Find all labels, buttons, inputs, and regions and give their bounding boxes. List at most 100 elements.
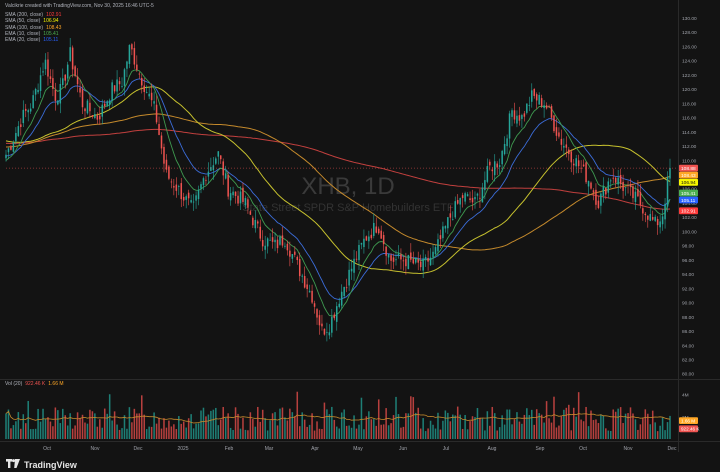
price-tick-label: 130.00 [682,16,697,22]
candle-body [212,165,215,171]
candle-body [550,106,553,118]
candle-body [353,258,355,273]
time-tick-label: Aug [488,446,497,452]
legend-row[interactable]: EMA (20, close) 105.11 [5,37,61,43]
volume-bar [516,412,518,439]
time-tick-label: Dec [668,446,677,452]
candle-body [224,173,227,179]
candle-body [318,315,321,326]
candle-body [111,82,113,101]
price-tick-label: 88.00 [682,315,694,321]
candle-body [506,138,508,147]
volume-bar [377,399,380,439]
time-tick-label: Apr [311,446,319,452]
volume-bar [568,404,570,439]
candle-body [15,132,17,142]
candle-body [333,314,336,319]
volume-bar [252,419,254,439]
volume-bar [187,418,190,439]
legend-row[interactable]: EMA (10, close) 105.41 [5,31,61,37]
volume-bar [484,430,486,439]
volume-bar [103,408,106,439]
legend-row[interactable]: SMA (200, close) 102.91 [5,12,61,18]
candle-body [331,316,333,333]
volume-bar [481,418,484,439]
volume-bar [168,420,170,439]
volume-bar [336,426,338,439]
legend-row[interactable]: SMA (50, close) 106.94 [5,18,61,24]
volume-bar [303,419,306,439]
candle-body [42,71,44,73]
candle-body [486,166,489,182]
candle-body [639,192,642,205]
candle-body [158,124,160,135]
time-tick-label: Dec [134,446,143,452]
volume-label-badge [679,425,698,433]
volume-bar [452,414,454,439]
volume-bar [257,406,259,439]
volume-bar [261,409,264,439]
volume-bar [318,428,321,439]
candle-body [585,162,587,183]
volume-bar [553,396,555,439]
candle-body [572,163,575,166]
candle-body [340,291,343,306]
legend-row[interactable]: SMA (100, close) 108.43 [5,25,61,31]
candle-body [103,103,106,107]
candle-body [651,217,654,220]
candle-body [76,76,79,85]
candle-body [491,169,494,172]
volume-bar [461,428,464,439]
candle-body [590,182,592,189]
volume-bar [264,418,266,439]
volume-bar [91,411,94,439]
time-tick-label: May [353,446,363,452]
price-tick-label: 96.00 [682,258,694,264]
volume-bar [558,425,560,439]
volume-bar [669,415,671,439]
volume-bar [279,408,281,439]
price-label-badge [679,171,698,179]
candle-body [27,110,29,113]
candle-body [316,309,318,318]
candle-body [128,44,131,64]
candle-body [121,86,123,87]
candle-body [622,181,624,191]
volume-bar [508,409,511,439]
candle-body [197,189,200,200]
volume-bar [498,427,501,439]
candle-body [47,59,49,77]
sma-100-line [5,113,671,251]
candle-body [34,88,37,95]
volume-bar [121,428,123,439]
volume-bar [323,402,326,439]
volume-bar [632,413,634,439]
ema-10-line [5,69,671,317]
candle-body [259,226,262,239]
candle-body [563,145,565,148]
volume-bar [247,430,249,439]
price-label-badge [679,207,698,215]
volume-bar [454,415,457,439]
volume-bar [358,424,360,439]
candle-body [39,75,42,91]
volume-bar [595,419,597,439]
tradingview-logo[interactable]: TradingView [6,459,77,470]
candle-body [160,135,163,149]
candle-body [575,158,577,167]
volume-bar [577,392,580,439]
candle-body [229,193,232,201]
volume-legend-value: 1.66 M [48,381,64,387]
volume-bar [316,421,318,439]
volume-bar [308,424,311,439]
candle-body [540,98,543,107]
volume-bar [178,416,180,439]
candle-body [91,115,94,117]
volume-bar [664,430,666,439]
volume-bar [15,421,17,439]
candle-body [350,268,353,272]
volume-bar [476,408,479,439]
volume-bar [348,425,350,439]
price-tick-label: 110.00 [682,158,697,164]
